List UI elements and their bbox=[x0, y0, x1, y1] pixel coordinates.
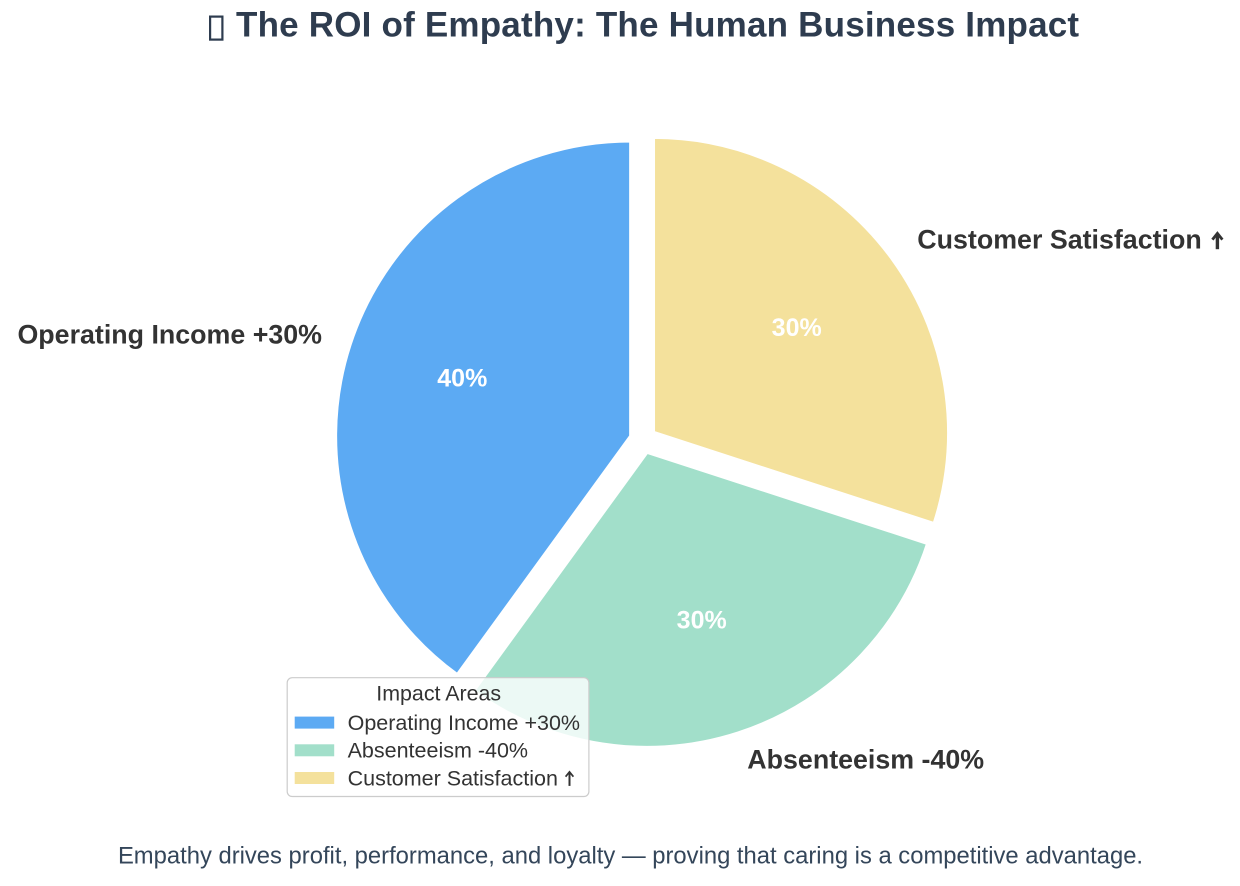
svg-text:Customer Satisfaction: Customer Satisfaction bbox=[348, 766, 558, 790]
svg-text:Operating Income +30%: Operating Income +30% bbox=[348, 711, 580, 735]
svg-text:Absenteeism -40%: Absenteeism -40% bbox=[747, 744, 984, 774]
svg-text:The ROI of Empathy: The Human: The ROI of Empathy: The Human Business I… bbox=[236, 6, 1079, 45]
svg-text:Absenteeism -40%: Absenteeism -40% bbox=[348, 739, 528, 763]
svg-text:Operating Income +30%: Operating Income +30% bbox=[17, 320, 322, 350]
svg-text:30%: 30% bbox=[677, 606, 727, 634]
svg-text:40%: 40% bbox=[437, 365, 487, 393]
svg-text:30%: 30% bbox=[772, 314, 822, 342]
svg-text:Impact Areas: Impact Areas bbox=[376, 682, 501, 706]
svg-text:Customer Satisfaction: Customer Satisfaction bbox=[917, 225, 1201, 255]
svg-text:Empathy drives profit, perform: Empathy drives profit, performance, and … bbox=[118, 842, 1143, 869]
